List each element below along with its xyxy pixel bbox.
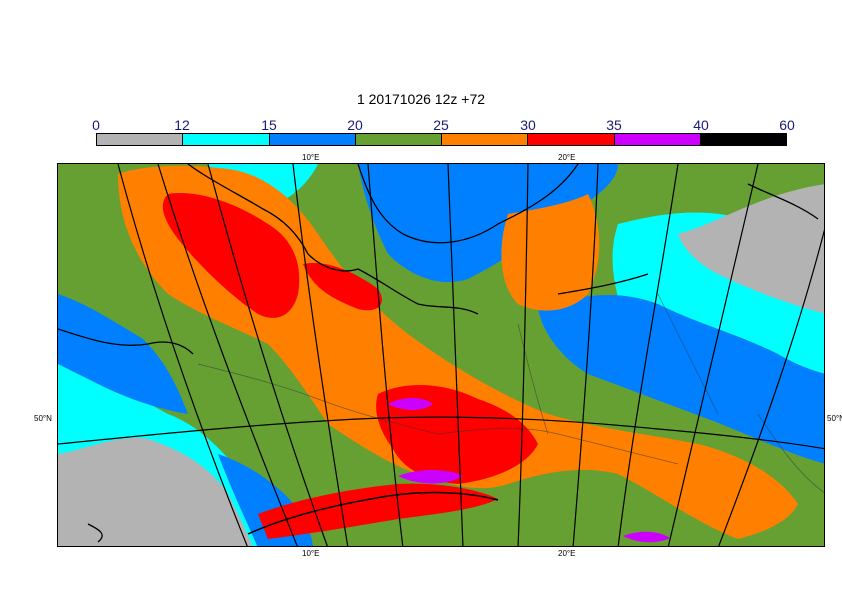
field-gray-southwest [58, 438, 253, 546]
colorbar-segment-20-25 [354, 134, 441, 145]
lat-label-left-50n: 50°N [34, 414, 52, 423]
colorbar-segment-0-12 [97, 134, 183, 145]
colorbar-label-0: 0 [92, 117, 100, 133]
lon-label-bottom-20e: 20°E [558, 549, 576, 558]
colorbar-segment-25-30 [441, 134, 528, 145]
lon-label-top-20e: 20°E [558, 153, 576, 162]
field-blue-scandinavia [358, 164, 618, 283]
colorbar-label-25: 25 [433, 117, 449, 133]
map-svg [58, 164, 824, 546]
field-blue-east [538, 294, 824, 464]
lon-label-top-10e: 10°E [302, 153, 320, 162]
field-red-denmark [303, 263, 382, 311]
colorbar-segment-15-20 [268, 134, 355, 145]
lon-label-bottom-10e: 10°E [302, 549, 320, 558]
wind-gust-map [57, 163, 825, 547]
field-blue-west [58, 294, 188, 414]
colorbar-label-20: 20 [347, 117, 363, 133]
colorbar-label-30: 30 [520, 117, 536, 133]
field-gray-northeast [678, 184, 824, 314]
coastlines [58, 164, 819, 543]
field-purple-central [388, 398, 433, 410]
map-title: 1 20171026 12z +72 [356, 91, 486, 107]
country-borders [197, 293, 824, 493]
field-dark-alps [247, 491, 499, 535]
colorbar-label-40: 40 [693, 117, 709, 133]
colorbar-segment-40-60 [699, 134, 786, 145]
colorbar-label-35: 35 [606, 117, 622, 133]
field-red-alps [258, 483, 498, 539]
field-purple-southeast [623, 531, 670, 543]
field-red-north [162, 193, 300, 318]
colorbar [96, 133, 787, 146]
meridian-lines [58, 164, 824, 546]
lat-label-right-50n: 50°N [827, 414, 842, 423]
colorbar-label-12: 12 [174, 117, 190, 133]
field-purple-alps [398, 470, 463, 484]
colorbar-label-15: 15 [261, 117, 277, 133]
colorbar-label-60: 60 [779, 117, 795, 133]
colorbar-segment-35-40 [613, 134, 700, 145]
colorbar-segment-30-35 [527, 134, 614, 145]
colorbar-segment-12-15 [182, 134, 269, 145]
